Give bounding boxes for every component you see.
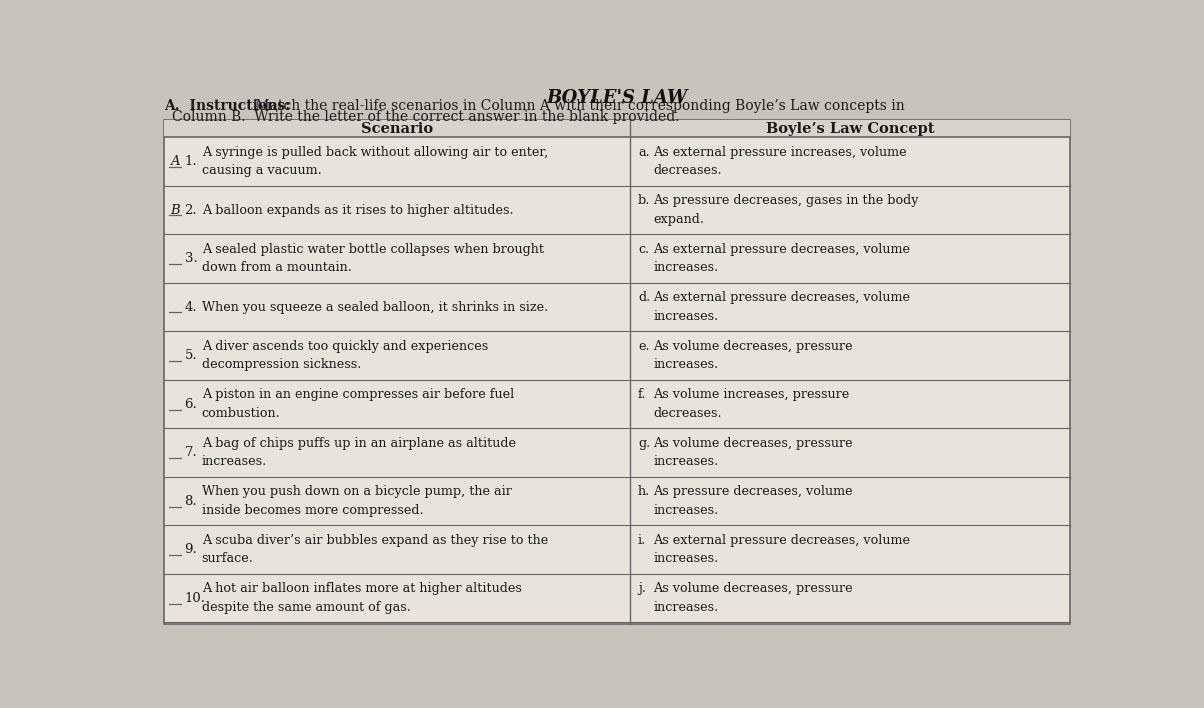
Text: As pressure decreases, volume: As pressure decreases, volume	[654, 486, 854, 498]
Text: j.: j.	[638, 583, 647, 595]
Text: Column B.  Write the letter of the correct answer in the blank provided.: Column B. Write the letter of the correc…	[172, 110, 680, 124]
Text: c.: c.	[638, 243, 649, 256]
Text: As volume increases, pressure: As volume increases, pressure	[654, 389, 850, 401]
Text: A piston in an engine compresses air before fuel: A piston in an engine compresses air bef…	[201, 389, 514, 401]
Text: decreases.: decreases.	[654, 164, 722, 177]
Text: despite the same amount of gas.: despite the same amount of gas.	[201, 601, 411, 614]
Text: A diver ascends too quickly and experiences: A diver ascends too quickly and experien…	[201, 340, 488, 353]
Text: A balloon expands as it rises to higher altitudes.: A balloon expands as it rises to higher …	[201, 204, 513, 217]
Text: A syringe is pulled back without allowing air to enter,: A syringe is pulled back without allowin…	[201, 146, 548, 159]
Text: As pressure decreases, gases in the body: As pressure decreases, gases in the body	[654, 195, 919, 207]
Text: e.: e.	[638, 340, 650, 353]
Text: i.: i.	[638, 534, 647, 547]
Text: b.: b.	[638, 195, 650, 207]
Text: g.: g.	[638, 437, 650, 450]
Text: As external pressure increases, volume: As external pressure increases, volume	[654, 146, 907, 159]
Text: 6.: 6.	[184, 398, 197, 411]
Text: down from a mountain.: down from a mountain.	[201, 261, 352, 274]
Text: 4.: 4.	[184, 301, 197, 314]
Text: decreases.: decreases.	[654, 407, 722, 420]
Text: A sealed plastic water bottle collapses when brought: A sealed plastic water bottle collapses …	[201, 243, 544, 256]
Text: A: A	[170, 155, 179, 168]
Text: As volume decreases, pressure: As volume decreases, pressure	[654, 340, 854, 353]
Text: h.: h.	[638, 486, 650, 498]
Text: increases.: increases.	[654, 310, 719, 323]
Text: BOYLE'S LAW: BOYLE'S LAW	[547, 88, 687, 107]
Text: 8.: 8.	[184, 495, 197, 508]
Text: As external pressure decreases, volume: As external pressure decreases, volume	[654, 243, 910, 256]
Text: A scuba diver’s air bubbles expand as they rise to the: A scuba diver’s air bubbles expand as th…	[201, 534, 548, 547]
Text: 3.: 3.	[184, 252, 197, 265]
Text: combustion.: combustion.	[201, 407, 281, 420]
Text: B: B	[170, 204, 179, 217]
Text: increases.: increases.	[654, 358, 719, 371]
Text: A hot air balloon inflates more at higher altitudes: A hot air balloon inflates more at highe…	[201, 583, 521, 595]
Text: Match the real-life scenarios in Column A with their corresponding Boyle’s Law c: Match the real-life scenarios in Column …	[252, 99, 905, 113]
Text: increases.: increases.	[654, 455, 719, 469]
Text: 5.: 5.	[184, 349, 197, 362]
Text: Scenario: Scenario	[361, 122, 433, 136]
Text: inside becomes more compressed.: inside becomes more compressed.	[201, 504, 424, 517]
Text: A bag of chips puffs up in an airplane as altitude: A bag of chips puffs up in an airplane a…	[201, 437, 515, 450]
Text: a.: a.	[638, 146, 650, 159]
Text: As external pressure decreases, volume: As external pressure decreases, volume	[654, 292, 910, 304]
Text: decompression sickness.: decompression sickness.	[201, 358, 361, 371]
Text: As volume decreases, pressure: As volume decreases, pressure	[654, 583, 854, 595]
Text: A.  Instructions:: A. Instructions:	[165, 99, 290, 113]
Text: 1.: 1.	[184, 155, 197, 168]
Text: increases.: increases.	[654, 552, 719, 566]
Text: increases.: increases.	[654, 601, 719, 614]
Text: f.: f.	[638, 389, 647, 401]
Text: increases.: increases.	[201, 455, 267, 469]
Text: 2.: 2.	[184, 204, 197, 217]
Text: When you squeeze a sealed balloon, it shrinks in size.: When you squeeze a sealed balloon, it sh…	[201, 301, 548, 314]
Text: increases.: increases.	[654, 261, 719, 274]
Text: As external pressure decreases, volume: As external pressure decreases, volume	[654, 534, 910, 547]
Text: 9.: 9.	[184, 543, 197, 556]
Text: As volume decreases, pressure: As volume decreases, pressure	[654, 437, 854, 450]
Text: 7.: 7.	[184, 446, 197, 459]
Text: expand.: expand.	[654, 213, 704, 226]
Text: 10.: 10.	[184, 592, 206, 605]
Bar	[165, 120, 1069, 137]
Text: increases.: increases.	[654, 504, 719, 517]
Text: causing a vacuum.: causing a vacuum.	[201, 164, 321, 177]
Text: d.: d.	[638, 292, 650, 304]
Text: Boyle’s Law Concept: Boyle’s Law Concept	[766, 122, 934, 136]
Text: surface.: surface.	[201, 552, 254, 566]
Text: When you push down on a bicycle pump, the air: When you push down on a bicycle pump, th…	[201, 486, 512, 498]
